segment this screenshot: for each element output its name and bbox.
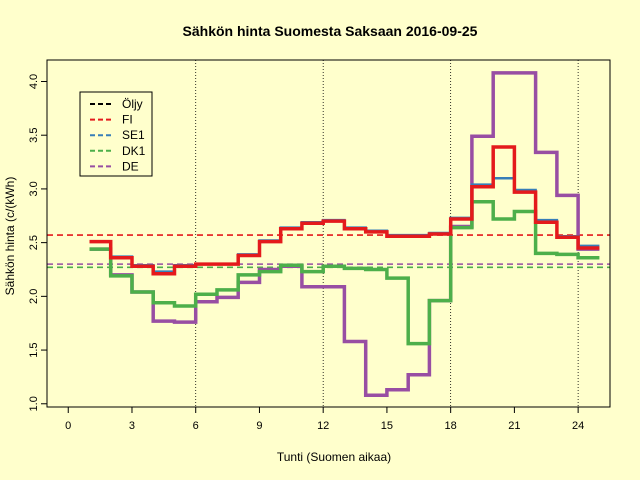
legend-box bbox=[79, 91, 153, 177]
x-tick-label: 12 bbox=[317, 420, 329, 432]
y-axis-label: Sähkön hinta (c/(kWh) bbox=[3, 177, 17, 296]
y-tick-label: 4.0 bbox=[28, 74, 40, 89]
y-tick-label: 2.0 bbox=[28, 289, 40, 304]
chart-title: Sähkön hinta Suomesta Saksaan 2016-09-25 bbox=[183, 23, 478, 39]
series-line-fi bbox=[89, 145, 600, 276]
x-tick-label: 9 bbox=[256, 420, 262, 432]
x-tick-label: 3 bbox=[129, 420, 135, 432]
x-tick-label: 15 bbox=[381, 420, 393, 432]
y-tick-label: 3.0 bbox=[28, 181, 40, 196]
legend-label: DE bbox=[122, 159, 139, 173]
x-tick-label: 21 bbox=[508, 420, 520, 432]
x-tick-label: 0 bbox=[65, 420, 71, 432]
series-line-de bbox=[89, 71, 600, 397]
x-tick-label: 24 bbox=[572, 420, 584, 432]
y-tick-label: 2.5 bbox=[28, 235, 40, 250]
x-axis-label: Tunti (Suomen aikaa) bbox=[277, 450, 391, 464]
y-tick-label: 3.5 bbox=[28, 128, 40, 143]
series-line-dk1 bbox=[89, 200, 600, 346]
legend-label: DK1 bbox=[122, 144, 146, 158]
legend-label: FI bbox=[122, 113, 133, 127]
x-tick-label: 18 bbox=[445, 420, 457, 432]
x-tick-label: 6 bbox=[193, 420, 199, 432]
legend-label: Öljy bbox=[122, 97, 143, 111]
y-tick-label: 1.0 bbox=[28, 396, 40, 411]
legend-label: SE1 bbox=[122, 128, 145, 142]
y-tick-label: 1.5 bbox=[28, 342, 40, 357]
plot-frame bbox=[46, 59, 611, 408]
plot-area: 0 3 6 9 12 15 18 21 24 1.0 1.5 2.0 2.5 3.0 3.5 4.0 bbox=[28, 59, 611, 432]
